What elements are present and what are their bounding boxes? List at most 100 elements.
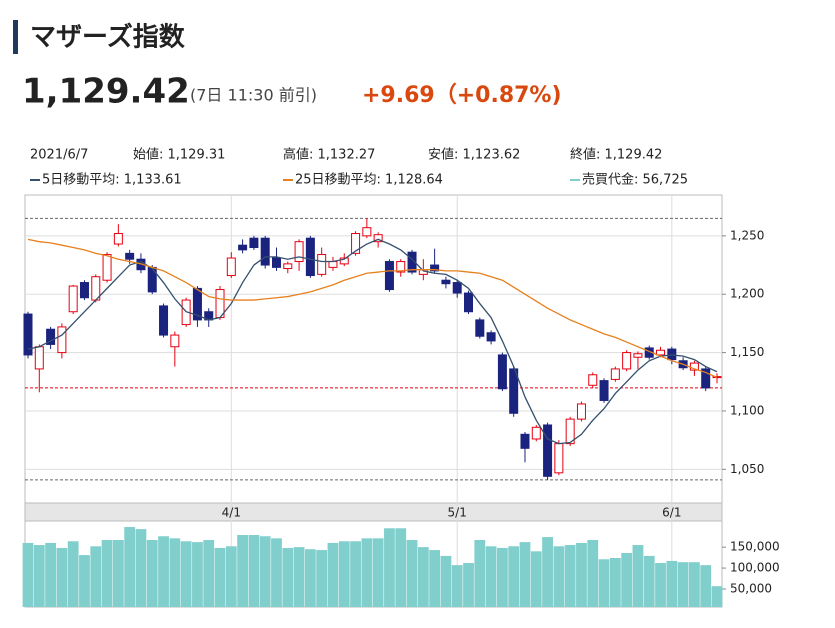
volume-bar [609,558,621,607]
candle-body [351,233,361,254]
candle-body [520,433,530,449]
y-tick-label: 1,200 [730,287,764,301]
candle-body [486,332,496,342]
candle-body [328,261,338,268]
moving-average [27,238,718,379]
volume-bar [282,547,294,607]
change: +9.69（+0.87%) [362,83,562,108]
volume-bar [169,538,181,607]
candle-body [192,287,202,321]
candle-body [170,334,180,348]
volume-bar [553,546,565,607]
volume-bar [406,540,418,607]
title-bar [13,20,18,54]
volume-bar [621,552,633,607]
candle-body [430,264,440,272]
candle-body [441,279,451,285]
y-tick-label: 150,000 [730,540,780,554]
candle-body [317,254,327,275]
volume-bar [700,565,712,607]
candle-body [339,257,349,265]
volume-bar [632,545,644,607]
volume-bar [519,542,531,607]
candle-body [701,368,711,389]
y-tick-label: 100,000 [730,561,780,575]
candle-body [226,257,236,277]
volume-bar [237,534,249,607]
candle-body [113,233,123,245]
volume-bar [180,541,192,607]
candle-body [362,227,372,237]
volume-bar [45,542,56,607]
volume-bar [146,540,158,607]
volume-bar [395,528,407,607]
x-tick-label: 4/1 [222,506,241,520]
volume-bar [508,546,520,607]
volume-bar [248,534,260,607]
candle-body [452,282,462,294]
volume-bar [689,562,700,607]
legend-label: 25日移動平均: 1,128.64 [295,173,443,188]
candle-body [238,244,248,251]
candle-body [509,368,519,414]
x-tick-label: 5/1 [448,506,467,520]
volume-bar [655,563,666,607]
volume-bar [158,536,169,607]
info-text: 始値: 1,129.31 [133,147,225,163]
volume-bar [192,542,203,607]
volume-bar [56,547,68,607]
moving-average [27,238,718,445]
info-text: 安値: 1,123.62 [428,147,520,163]
volume-bar [643,555,655,607]
candle-body [305,237,315,277]
date-band [24,502,723,522]
candle-body [576,403,586,420]
volume-bar [564,545,576,607]
y-tick-label: 50,000 [730,581,772,595]
volume-bar [417,547,429,607]
candle-body [475,319,485,337]
price: 1,129.42 [22,72,190,112]
volume-bar [485,546,497,607]
volume-bar [576,542,587,607]
volume-bar [350,541,361,607]
volume-bar [33,545,45,607]
info-text: 高値: 1,132.27 [283,147,375,163]
volume-bar [271,538,282,607]
candle-body [633,353,643,358]
candle-body [271,257,281,268]
title: マザーズ指数 [30,22,186,53]
volume-bar [451,565,463,607]
candle-body [497,354,507,390]
info-text: 2021/6/7 [30,148,88,163]
volume-bar [361,538,373,607]
x-tick-label: 6/1 [662,506,681,520]
candle-body [294,241,304,263]
volume-bar [124,527,136,607]
y-tick-label: 1,050 [730,462,764,476]
legend-label: 売買代金: 56,725 [582,172,688,188]
volume-bar [463,563,474,607]
candle-body [656,349,666,356]
candle-body [588,374,598,386]
y-tick-label: 1,250 [730,228,764,242]
candle-body [373,234,383,243]
volume-bar [316,550,328,607]
candle-body [610,368,620,380]
volume-bar [598,559,610,607]
candle-body [23,313,33,356]
volume-bar [440,555,452,607]
volume-bar [135,529,147,607]
volume-bar [530,551,542,607]
legend-label: 5日移動平均: 1,133.61 [42,173,182,188]
volume-bar [112,540,124,607]
volume-bar [474,540,486,607]
volume-bar [225,546,237,607]
candle-body [125,252,135,260]
candle-body [531,426,541,440]
candle-body [68,285,78,313]
candle-body [283,263,293,270]
candle-body [46,328,56,345]
volume-bar [711,586,723,607]
